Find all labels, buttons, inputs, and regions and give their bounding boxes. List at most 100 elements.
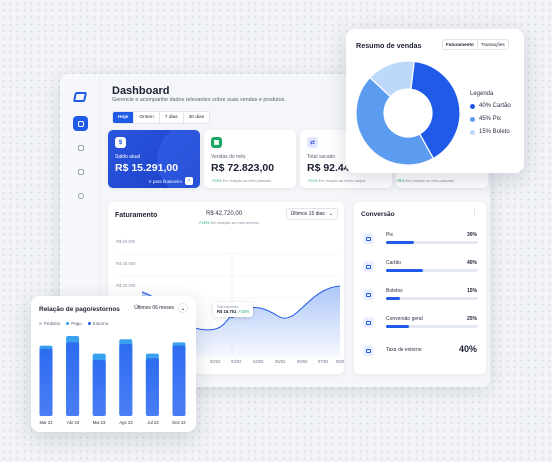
- conversion-icon: [363, 317, 374, 328]
- relacao-range-label: Últimos 06 meses: [134, 305, 174, 311]
- more-options-icon[interactable]: ⋮: [471, 209, 478, 216]
- relacao-bar-chart: [39, 336, 186, 416]
- faturamento-delta: ↗15%: [198, 220, 210, 225]
- withdraw-icon: ⇄: [307, 137, 318, 148]
- bar-estorno: [145, 358, 159, 416]
- kpi-saldo-value: R$ 15.291,00: [115, 162, 179, 174]
- sidebar-item-products[interactable]: [73, 164, 88, 179]
- relacao-legend: Pedidos Pago Estorno: [39, 321, 108, 326]
- conv-geral-pct: 25%: [466, 316, 477, 322]
- kpi-vendas-label: Vendas do mês: [211, 154, 246, 160]
- kpi-total-label: Total sacado: [307, 154, 336, 160]
- bar-estorno: [119, 344, 133, 416]
- y-tick: R$ 20.000: [116, 283, 136, 288]
- relacao-range-select[interactable]: Últimos 06 meses ⌄: [134, 303, 188, 313]
- legend-label: 15% Boleto: [479, 129, 510, 135]
- pix-icon: [363, 233, 374, 244]
- faturamento-value: R$ 42.720,00: [206, 211, 243, 217]
- x-tick: 06/02: [297, 359, 308, 364]
- page-subtitle: Gerencie e acompanhe dados relevantes so…: [112, 97, 286, 103]
- kpi-vendas-card: ▦ Vendas do mês R$ 72.823,00 ↗13% Em rel…: [204, 130, 296, 188]
- conv-geral-fill: [386, 325, 409, 328]
- legend-title: Legenda: [470, 91, 494, 97]
- y-tick: R$ 40.000: [116, 261, 136, 266]
- legend-label: Pedidos: [44, 321, 61, 326]
- x-tick: 08/0: [336, 359, 345, 364]
- period-selector: Hoje Ontem 7 dias 30 dias: [112, 111, 211, 124]
- legend-pago: Pago: [66, 321, 82, 326]
- kpi-fourth-note-text: Em relação ao mês passado: [405, 179, 454, 183]
- x-tick: 03/02: [231, 359, 242, 364]
- kpi-total-value: R$ 92.442,: [307, 162, 359, 174]
- kpi-saldo-card: $ Saldo atual R$ 15.291,00 Ir para finan…: [108, 130, 200, 188]
- resumo-vendas-card: Resumo de vendas Faturamento Transações …: [346, 29, 524, 173]
- donut-slice-1: [355, 76, 435, 166]
- legend-item-boleto: 15% Boleto: [470, 129, 510, 135]
- tag-icon: [77, 144, 84, 151]
- conversao-title: Conversão: [361, 211, 395, 218]
- grid-icon: [77, 168, 84, 175]
- conv-boletos-pct: 15%: [466, 288, 477, 294]
- tab-transacoes[interactable]: Transações: [480, 42, 505, 47]
- legend-label: Pago: [71, 321, 82, 326]
- x-tick: Ago 23: [119, 420, 133, 425]
- estorno-label: Taxa de estorno: [386, 347, 422, 353]
- kpi-saldo-label: Saldo atual: [115, 154, 141, 160]
- relacao-card: Relação de pago/estornos Últimos 06 mese…: [31, 296, 196, 432]
- period-yesterday[interactable]: Ontem: [134, 112, 160, 123]
- sidebar-item-add[interactable]: [73, 188, 88, 203]
- faturamento-range-label: Últimos 15 dias: [290, 211, 325, 217]
- chevron-right-icon: ›: [185, 177, 193, 185]
- page-title: Dashboard: [112, 85, 170, 97]
- x-tick: Dez 23: [172, 420, 186, 425]
- period-today[interactable]: Hoje: [113, 112, 135, 123]
- kpi-total-note-text: Em relação ao último saque: [318, 179, 366, 183]
- conv-pix-pct: 30%: [466, 232, 477, 238]
- bar-estorno: [66, 342, 80, 416]
- x-tick: 04/02: [253, 359, 264, 364]
- kpi-vendas-delta: ↗13%: [211, 179, 222, 183]
- legend-swatch: [470, 129, 475, 135]
- dollar-icon: $: [115, 137, 126, 148]
- period-30-days[interactable]: 30 dias: [188, 115, 205, 120]
- x-tick: 02/02: [210, 359, 221, 364]
- kpi-fourth-delta: ↗8%: [396, 179, 405, 183]
- tab-faturamento[interactable]: Faturamento: [443, 40, 478, 49]
- tooltip-value: R$ 16.751: [217, 309, 237, 314]
- card-icon: [363, 261, 374, 272]
- conv-pix-label: Pix: [386, 232, 393, 238]
- donut-slice-2: [369, 60, 415, 98]
- bar-estorno: [172, 345, 186, 416]
- conv-boletos-label: Boletos: [386, 288, 403, 294]
- x-tick: Abr 23: [66, 420, 80, 425]
- faturamento-delta-note: Em relação ao mês anterior: [210, 220, 260, 225]
- financeiro-link[interactable]: Ir para financeiro ›: [149, 177, 193, 185]
- faturamento-title: Faturamento: [115, 212, 158, 219]
- kpi-fourth-note: ↗8% Em relação ao mês passado: [396, 178, 454, 183]
- resumo-title: Resumo de vendas: [356, 41, 422, 50]
- conv-cartao-bar: [386, 269, 478, 272]
- sidebar-item-tags[interactable]: [73, 140, 88, 155]
- tooltip-delta: ↗15%: [237, 309, 250, 314]
- app-logo: [72, 92, 88, 102]
- x-tick: Mar 23: [39, 420, 53, 425]
- conv-cartao-fill: [386, 269, 423, 272]
- legend-estorno: Estorno: [87, 321, 108, 326]
- kpi-vendas-value: R$ 72.823,00: [211, 162, 275, 174]
- period-7-days[interactable]: 7 dias: [160, 112, 184, 123]
- legend-swatch: [470, 116, 475, 122]
- kpi-vendas-note: ↗13% Em relação ao mês passado: [211, 178, 271, 183]
- kpi-total-delta: ↗11%: [307, 179, 318, 183]
- conv-cartao-label: Cartão: [386, 260, 402, 266]
- sidebar-item-home[interactable]: [73, 116, 88, 131]
- x-tick: 05/02: [275, 359, 286, 364]
- conv-geral-label: Conversão geral: [386, 316, 423, 322]
- resumo-donut-chart: [355, 60, 461, 166]
- resumo-tabs: Faturamento Transações: [442, 39, 509, 50]
- tooltip-value-row: R$ 16.751 ↗15%: [217, 309, 249, 314]
- faturamento-range-select[interactable]: Últimos 15 dias ⌄: [285, 208, 338, 220]
- estorno-value: 40%: [458, 344, 477, 354]
- legend-label: 40% Cartão: [479, 103, 511, 109]
- faturamento-variation: ↗15% Em relação ao mês anterior: [198, 220, 260, 225]
- legend-label: 45% Pix: [479, 116, 502, 122]
